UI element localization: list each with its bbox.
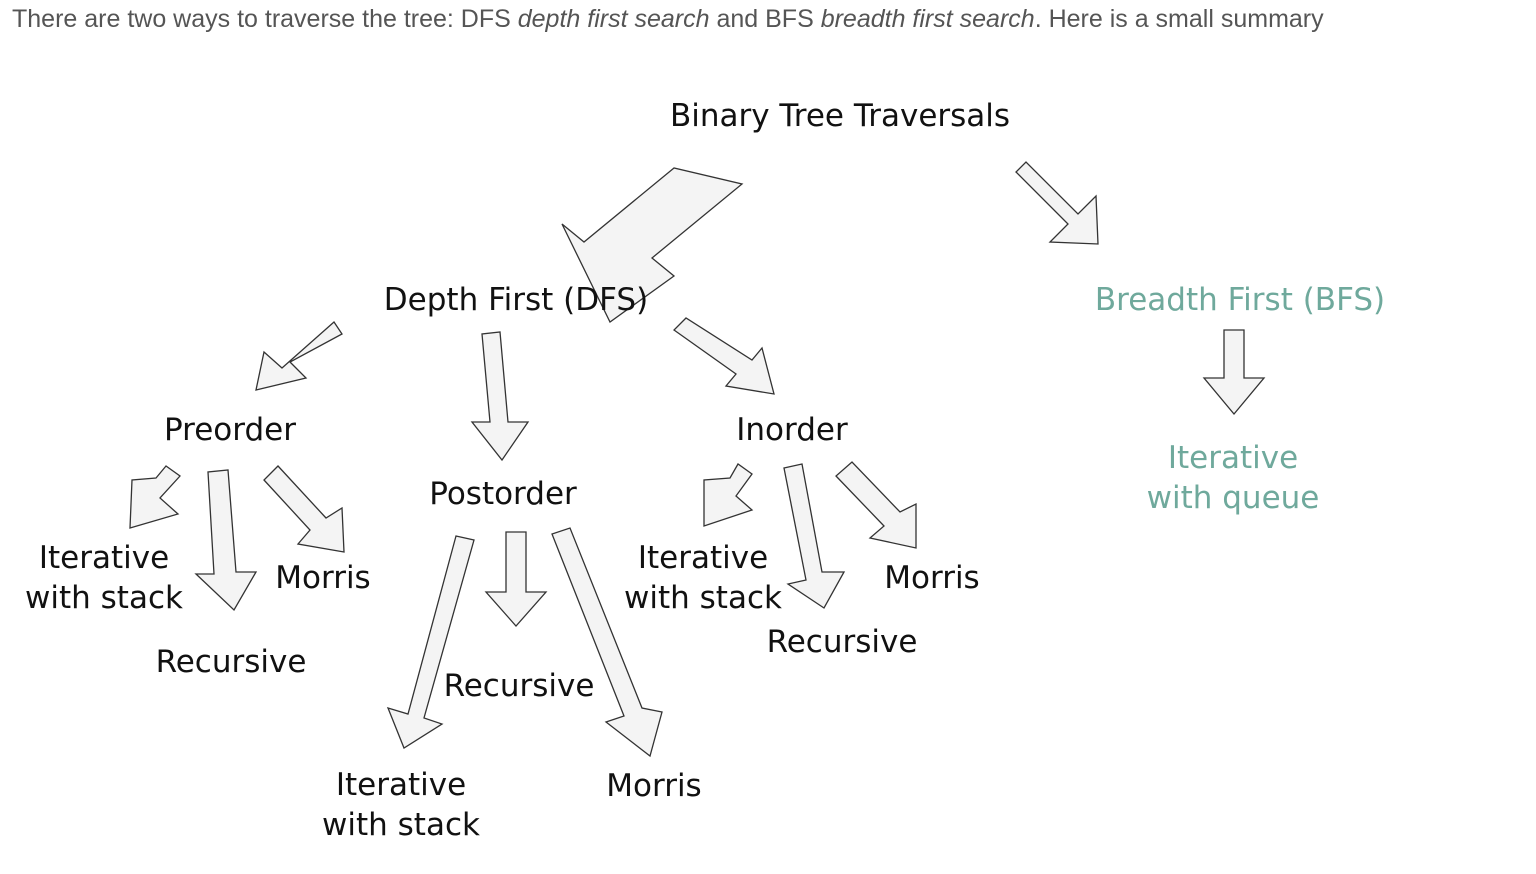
node-postorder-morris: Morris (606, 768, 701, 804)
intro-text: There are two ways to traverse the tree:… (12, 3, 1536, 35)
arrow-root-to-bfs (1015, 161, 1099, 245)
node-inorder-iterative-line-2: with stack (624, 580, 782, 616)
node-preorder-iterative-line-1: Iterative (39, 540, 169, 576)
node-postorder: Postorder (429, 476, 577, 512)
arrow-postorder-to-morris (551, 527, 663, 758)
arrow-inorder-to-recursive (783, 463, 846, 609)
node-preorder-iterative-line-2: with stack (25, 580, 183, 616)
arrow-inorder-to-iterative (703, 463, 754, 527)
node-postorder-iterative-line-1: Iterative (336, 767, 466, 803)
arrow-postorder-to-recursive (484, 531, 548, 627)
dfs-term: depth first search (517, 5, 710, 33)
node-preorder-recursive: Recursive (156, 644, 307, 680)
intro-part-1: There are two ways to traverse the tree:… (12, 5, 518, 33)
nodes: Binary Tree Traversals Depth First (DFS)… (25, 98, 1385, 843)
arrow-dfs-to-inorder (672, 317, 775, 395)
arrow-bfs-to-iterative (1202, 329, 1266, 416)
node-bfs-iterative-line-1: Iterative (1168, 440, 1298, 476)
node-postorder-recursive: Recursive (444, 668, 595, 704)
node-bfs-iterative-line-2: with queue (1147, 480, 1320, 516)
bfs-term: breadth first search (820, 5, 1035, 33)
node-postorder-iterative-line-2: with stack (322, 807, 480, 843)
node-bfs: Breadth First (BFS) (1095, 282, 1385, 318)
node-dfs: Depth First (DFS) (384, 282, 648, 318)
node-inorder-iterative-line-1: Iterative (638, 540, 768, 576)
arrow-postorder-to-iterative (386, 535, 475, 749)
arrow-inorder-to-morris (835, 461, 917, 549)
arrow-root-to-dfs (561, 167, 744, 323)
node-inorder-recursive: Recursive (767, 624, 918, 660)
node-inorder: Inorder (736, 412, 848, 448)
node-preorder: Preorder (164, 412, 296, 448)
arrows (129, 161, 1266, 758)
arrow-preorder-to-iterative (129, 465, 181, 529)
intro-part-2: and BFS (709, 5, 821, 33)
arrow-dfs-to-preorder (255, 321, 343, 391)
arrow-preorder-to-morris (263, 465, 345, 553)
node-root: Binary Tree Traversals (670, 98, 1010, 134)
arrow-preorder-to-recursive (194, 469, 258, 612)
node-preorder-morris: Morris (275, 560, 370, 596)
arrow-dfs-to-postorder (470, 331, 530, 462)
node-inorder-morris: Morris (884, 560, 979, 596)
intro-part-3: . Here is a small summary (1034, 5, 1324, 33)
